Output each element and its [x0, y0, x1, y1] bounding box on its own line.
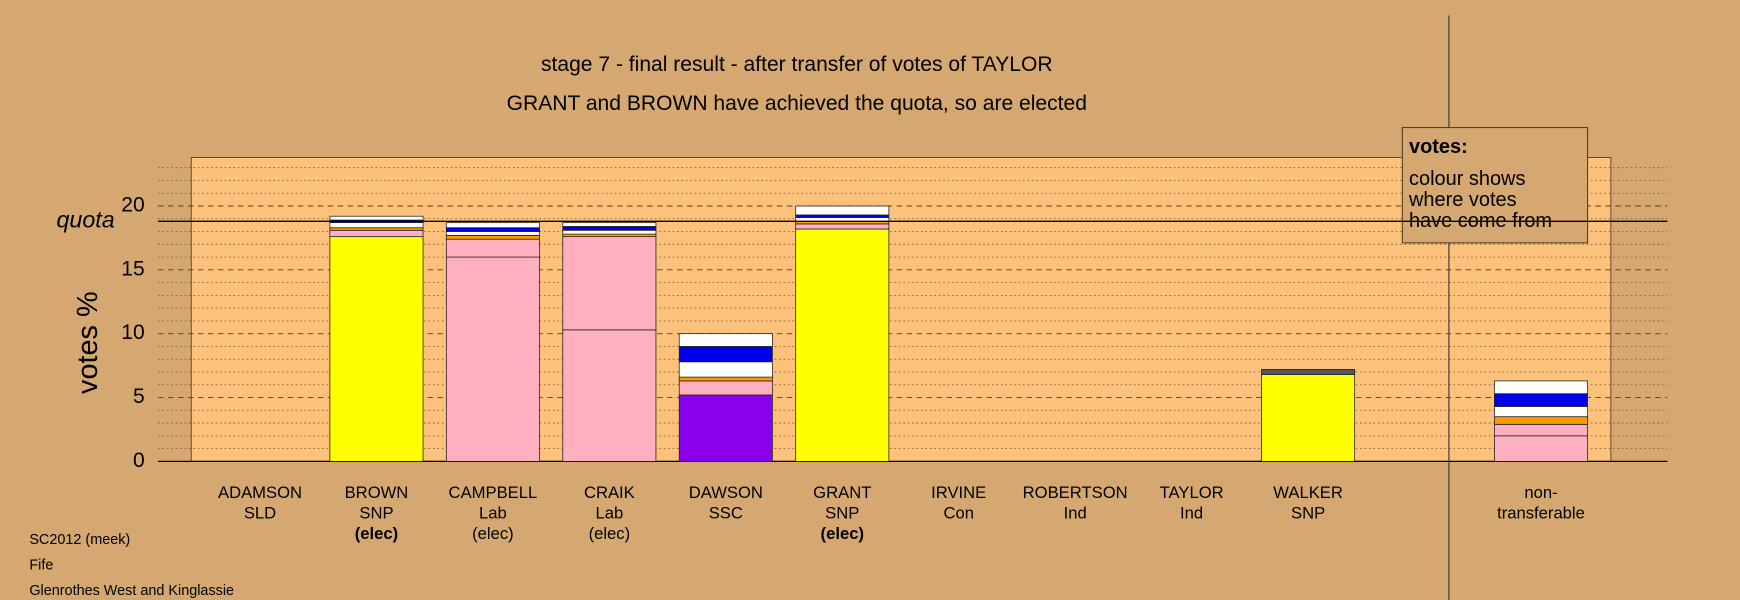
y-tick-label: 15	[121, 257, 144, 280]
footnote: Fife	[29, 557, 53, 573]
bar-segment	[795, 228, 890, 462]
x-tick-label: Con	[943, 503, 974, 522]
y-tick-label: 5	[133, 385, 145, 408]
y-tick-label: 20	[121, 194, 144, 217]
bar-segment	[1494, 423, 1588, 437]
bar-segment	[562, 226, 657, 231]
x-tick-label: (elec)	[355, 524, 398, 543]
bar-segment	[445, 231, 540, 236]
bar-segment	[678, 361, 773, 378]
bar-segment	[445, 222, 540, 229]
x-tick-label: GRANT	[813, 483, 871, 502]
legend-title: votes:	[1409, 136, 1468, 158]
bar-segment	[1494, 416, 1588, 425]
bar-segment	[1261, 374, 1356, 462]
bar-segment	[329, 236, 424, 462]
x-tick-label: CAMPBELL	[449, 483, 538, 502]
bar-segment	[329, 229, 424, 238]
bar-segment	[678, 376, 773, 382]
plot-area	[190, 157, 1612, 462]
bar-segment	[562, 329, 657, 462]
x-tick-label: IRVINE	[931, 483, 986, 502]
x-tick-label: (elec)	[589, 524, 631, 543]
footnote: Glenrothes West and Kinglassie	[29, 583, 234, 599]
bar-segment	[678, 333, 773, 347]
x-tick-label: WALKER	[1273, 483, 1343, 502]
x-tick-label: (elec)	[821, 524, 864, 543]
x-tick-label: Ind	[1064, 503, 1087, 522]
bar-segment	[445, 234, 540, 240]
x-tick-label: transferable	[1497, 503, 1585, 522]
chart-title: stage 7 - final result - after transfer …	[541, 53, 1053, 76]
bar-segment	[329, 222, 424, 229]
footnote: SC2012 (meek)	[29, 532, 130, 548]
x-tick-label: (elec)	[472, 524, 514, 543]
bar-segment	[562, 229, 657, 235]
bar-segment	[795, 205, 890, 216]
x-tick-label: SNP	[825, 503, 859, 522]
bar-segment	[562, 236, 657, 331]
bar-segment	[329, 215, 424, 221]
y-tick-label: 0	[133, 449, 145, 472]
x-tick-label: non-	[1524, 483, 1557, 502]
bars	[329, 205, 1588, 462]
legend-box	[1401, 126, 1589, 244]
bar-segment	[1494, 393, 1588, 407]
x-tick-label: BROWN	[345, 483, 409, 502]
x-tick-label: SNP	[359, 503, 393, 522]
x-tick-label: SSC	[709, 503, 743, 522]
bar-segment	[445, 227, 540, 232]
quota-label: quota	[56, 206, 114, 232]
bar-segment	[1494, 406, 1588, 418]
bar-segment	[1261, 369, 1356, 375]
x-tick-label: DAWSON	[689, 483, 763, 502]
bar-segment	[445, 256, 540, 462]
bar-segment	[678, 346, 773, 363]
x-tick-label: Ind	[1180, 503, 1203, 522]
x-tick-label: Lab	[479, 503, 507, 522]
bar-segment	[678, 394, 773, 462]
x-tick-label: SNP	[1291, 503, 1325, 522]
x-tick-label: TAYLOR	[1160, 483, 1224, 502]
y-axis-label: votes %	[72, 291, 104, 394]
x-tick-label: SLD	[244, 503, 276, 522]
legend-text: colour shows	[1409, 168, 1525, 190]
x-tick-label: ADAMSON	[218, 483, 302, 502]
bar-segment	[1494, 435, 1588, 462]
x-tick-label: CRAIK	[584, 483, 635, 502]
chart-subtitle: GRANT and BROWN have achieved the quota,…	[507, 92, 1087, 115]
bar-segment	[795, 223, 890, 230]
bar-segment	[445, 238, 540, 258]
y-tick-label: 10	[121, 321, 144, 344]
bar-segment	[1494, 380, 1588, 395]
x-tick-label: Lab	[595, 503, 623, 522]
x-tick-label: ROBERTSON	[1023, 483, 1128, 502]
bar-segment	[562, 222, 657, 227]
bar-segment	[678, 380, 773, 396]
legend-text: where votes	[1408, 189, 1517, 211]
